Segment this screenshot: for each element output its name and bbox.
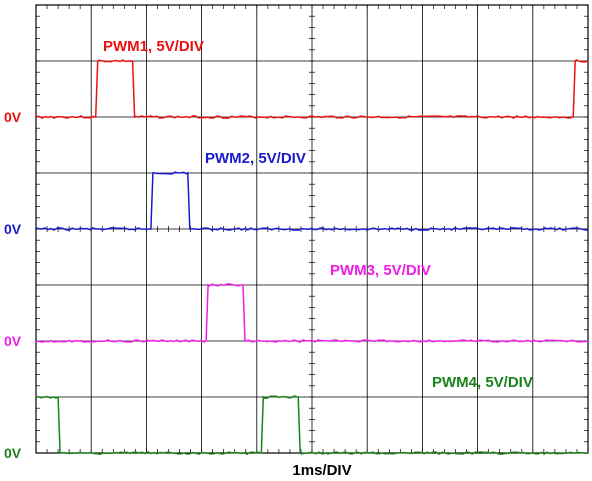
traces (35, 59, 589, 455)
trace-pwm3 (35, 283, 589, 344)
zero-marker-pwm1: 0V (4, 109, 22, 125)
zero-marker-pwm4: 0V (4, 445, 22, 461)
zero-marker-pwm2: 0V (4, 221, 22, 237)
x-axis-label: 1ms/DIV (292, 462, 351, 479)
channel-label-pwm4: PWM4, 5V/DIV (432, 374, 533, 391)
trace-pwm1 (35, 59, 589, 119)
channel-label-pwm1: PWM1, 5V/DIV (103, 38, 204, 55)
trace-pwm4 (35, 395, 589, 455)
zero-marker-pwm3: 0V (4, 333, 22, 349)
channel-label-pwm3: PWM3, 5V/DIV (330, 262, 431, 279)
channel-label-pwm2: PWM2, 5V/DIV (205, 150, 306, 167)
trace-pwm2 (35, 171, 589, 231)
labels: PWM1, 5V/DIV 0V PWM2, 5V/DIV 0V PWM3, 5V/DIV… (4, 38, 533, 461)
